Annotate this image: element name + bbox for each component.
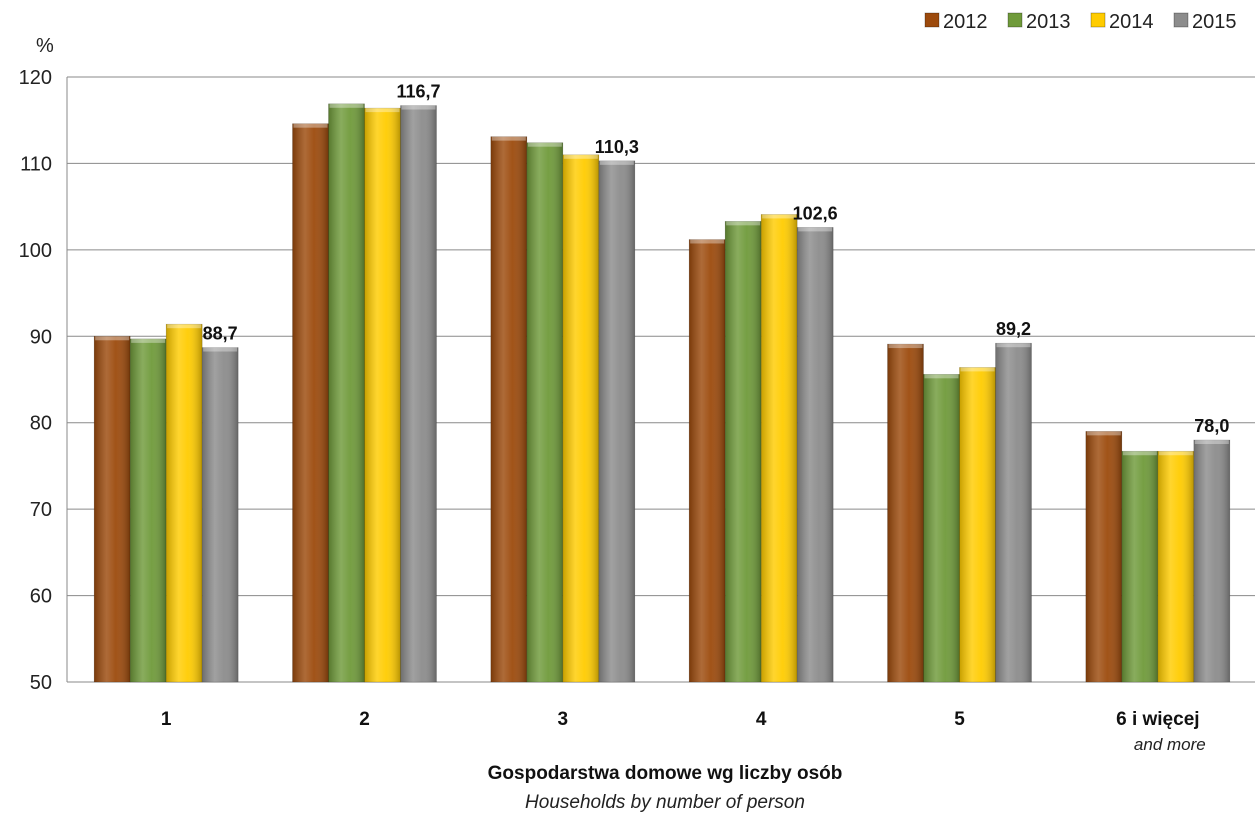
y-tick-label: 70: [30, 499, 52, 521]
bar-shading: [364, 108, 401, 683]
bar-bevel: [563, 154, 598, 159]
bar-bevel: [527, 142, 562, 147]
legend-swatch-2013: [1007, 12, 1023, 28]
bar-bevel: [95, 336, 130, 341]
bar-shading: [689, 239, 726, 682]
bar-bevel: [726, 221, 761, 226]
data-labels: 88,7 116,7 110,3 102,6 89,2 78,0: [203, 82, 1230, 436]
y-tick-label: 120: [19, 67, 52, 89]
legend-swatch-2015: [1173, 12, 1189, 28]
bar-shading: [526, 142, 563, 682]
x-tick-label: 2: [359, 709, 370, 730]
bar-shading: [130, 338, 167, 682]
bar-bevel: [293, 123, 328, 128]
x-axis-categories: 1 2 3 4 5 6 i więcej and more: [161, 709, 1206, 754]
bar-bevel: [960, 367, 995, 372]
bar-bevel: [1158, 451, 1193, 456]
x-tick-sublabel: and more: [1134, 735, 1206, 754]
bar-bevel: [1194, 440, 1229, 444]
bar-bevel: [762, 214, 797, 219]
data-label: 88,7: [203, 324, 238, 344]
y-tick-label: 80: [30, 413, 52, 435]
bar-shading: [797, 227, 834, 682]
bar-shading: [725, 221, 762, 683]
bars: [93, 103, 1231, 683]
gridlines: [67, 76, 1255, 683]
x-tick-label: 5: [954, 709, 965, 730]
legend-label: 2015: [1192, 11, 1237, 33]
bar-shading: [923, 374, 960, 682]
data-label: 110,3: [595, 137, 639, 157]
x-tick-label: 4: [756, 709, 767, 730]
legend-label: 2014: [1109, 11, 1154, 33]
bar-bevel: [131, 338, 166, 343]
bar-bevel: [401, 105, 436, 110]
x-tick-label: 6 i więcej: [1116, 709, 1199, 730]
bar-shading: [292, 123, 329, 682]
bar-bevel: [599, 160, 634, 165]
bar-bevel: [924, 374, 959, 379]
legend: 2012 2013 2014 2015: [924, 11, 1237, 33]
bar-shading: [328, 103, 365, 683]
y-tick-label: 50: [30, 672, 52, 694]
y-tick-label: 100: [19, 240, 52, 262]
bar-shading: [562, 154, 599, 683]
bar-shading: [887, 344, 924, 682]
x-axis-title-english: Households by number of person: [525, 792, 805, 813]
bar-bevel: [491, 136, 526, 141]
data-label: 89,2: [996, 319, 1031, 339]
bar-shading: [490, 136, 527, 682]
bar-shading: [598, 160, 635, 683]
bar-bevel: [203, 347, 238, 352]
bar-bevel: [888, 344, 923, 349]
bar-shading: [995, 343, 1032, 682]
bar-shading: [94, 336, 131, 682]
bar-shading: [959, 367, 996, 682]
bar-bevel: [996, 343, 1031, 348]
bar-shading: [1157, 451, 1194, 682]
y-tick-label: 110: [20, 153, 52, 175]
bar-shading: [1085, 431, 1122, 682]
x-tick-label: 3: [558, 709, 569, 730]
bar-shading: [202, 347, 239, 682]
bar-shading: [1193, 440, 1230, 682]
x-axis-title: Gospodarstwa domowe wg liczby osób: [488, 763, 843, 784]
x-tick-label: 1: [161, 709, 172, 730]
legend-label: 2013: [1026, 11, 1071, 33]
bar-bevel: [1122, 451, 1157, 456]
legend-swatch-2012: [924, 12, 940, 28]
bar-shading: [761, 214, 798, 682]
legend-swatch-2014: [1090, 12, 1106, 28]
y-tick-label: 90: [30, 326, 52, 348]
legend-label: 2012: [943, 11, 988, 33]
bar-bevel: [329, 103, 364, 108]
bar-shading: [1121, 451, 1158, 682]
y-axis: 50 60 70 80 90 100 110 120: [19, 67, 68, 694]
data-label: 78,0: [1194, 416, 1229, 436]
bar-shading: [166, 324, 203, 682]
bar-bevel: [690, 239, 725, 244]
bar-bevel: [1086, 431, 1121, 436]
bar-bevel: [798, 227, 833, 232]
bar-bevel: [167, 324, 202, 329]
data-label: 116,7: [396, 82, 440, 102]
data-label: 102,6: [793, 203, 838, 223]
bar-shading: [400, 105, 437, 683]
y-tick-label: 60: [30, 586, 52, 608]
y-unit-label: %: [36, 35, 54, 57]
bar-bevel: [365, 108, 400, 113]
